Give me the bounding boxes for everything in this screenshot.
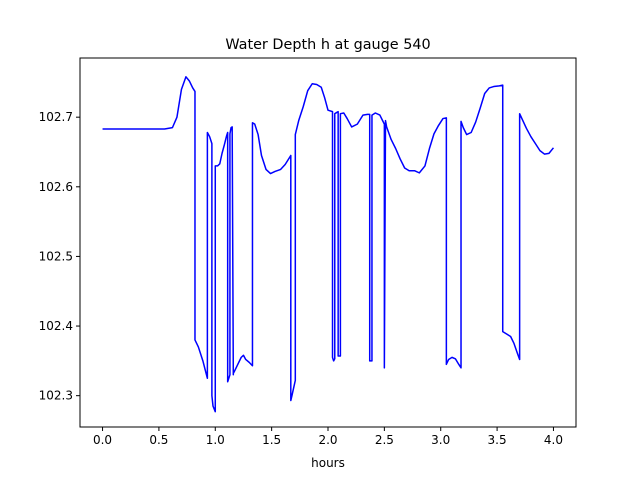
x-axis-label: hours [311, 456, 345, 470]
chart-title: Water Depth h at gauge 540 [225, 37, 430, 53]
y-tick-label: 102.5 [39, 249, 73, 263]
x-tick-label: 0.5 [149, 433, 168, 447]
y-tick-label: 102.6 [39, 180, 73, 194]
x-tick-label: 1.5 [262, 433, 281, 447]
x-tick-label: 3.5 [488, 433, 507, 447]
y-tick-label: 102.7 [39, 110, 73, 124]
x-tick-label: 0.0 [93, 433, 112, 447]
x-tick-label: 3.0 [431, 433, 450, 447]
plot-line-layer [102, 76, 555, 413]
y-tick-label: 102.3 [39, 389, 73, 403]
x-tick-label: 2.5 [375, 433, 394, 447]
series-line-0 [102, 76, 555, 413]
x-axis: 0.0 0.5 1.0 1.5 2.0 2.5 3.0 3.5 4.0 [93, 427, 563, 447]
y-axis: 102.3 102.4 102.5 102.6 102.7 [39, 110, 80, 403]
x-tick-label: 2.0 [318, 433, 337, 447]
x-tick-label: 1.0 [206, 433, 225, 447]
y-tick-label: 102.4 [39, 319, 73, 333]
x-tick-label: 4.0 [544, 433, 563, 447]
